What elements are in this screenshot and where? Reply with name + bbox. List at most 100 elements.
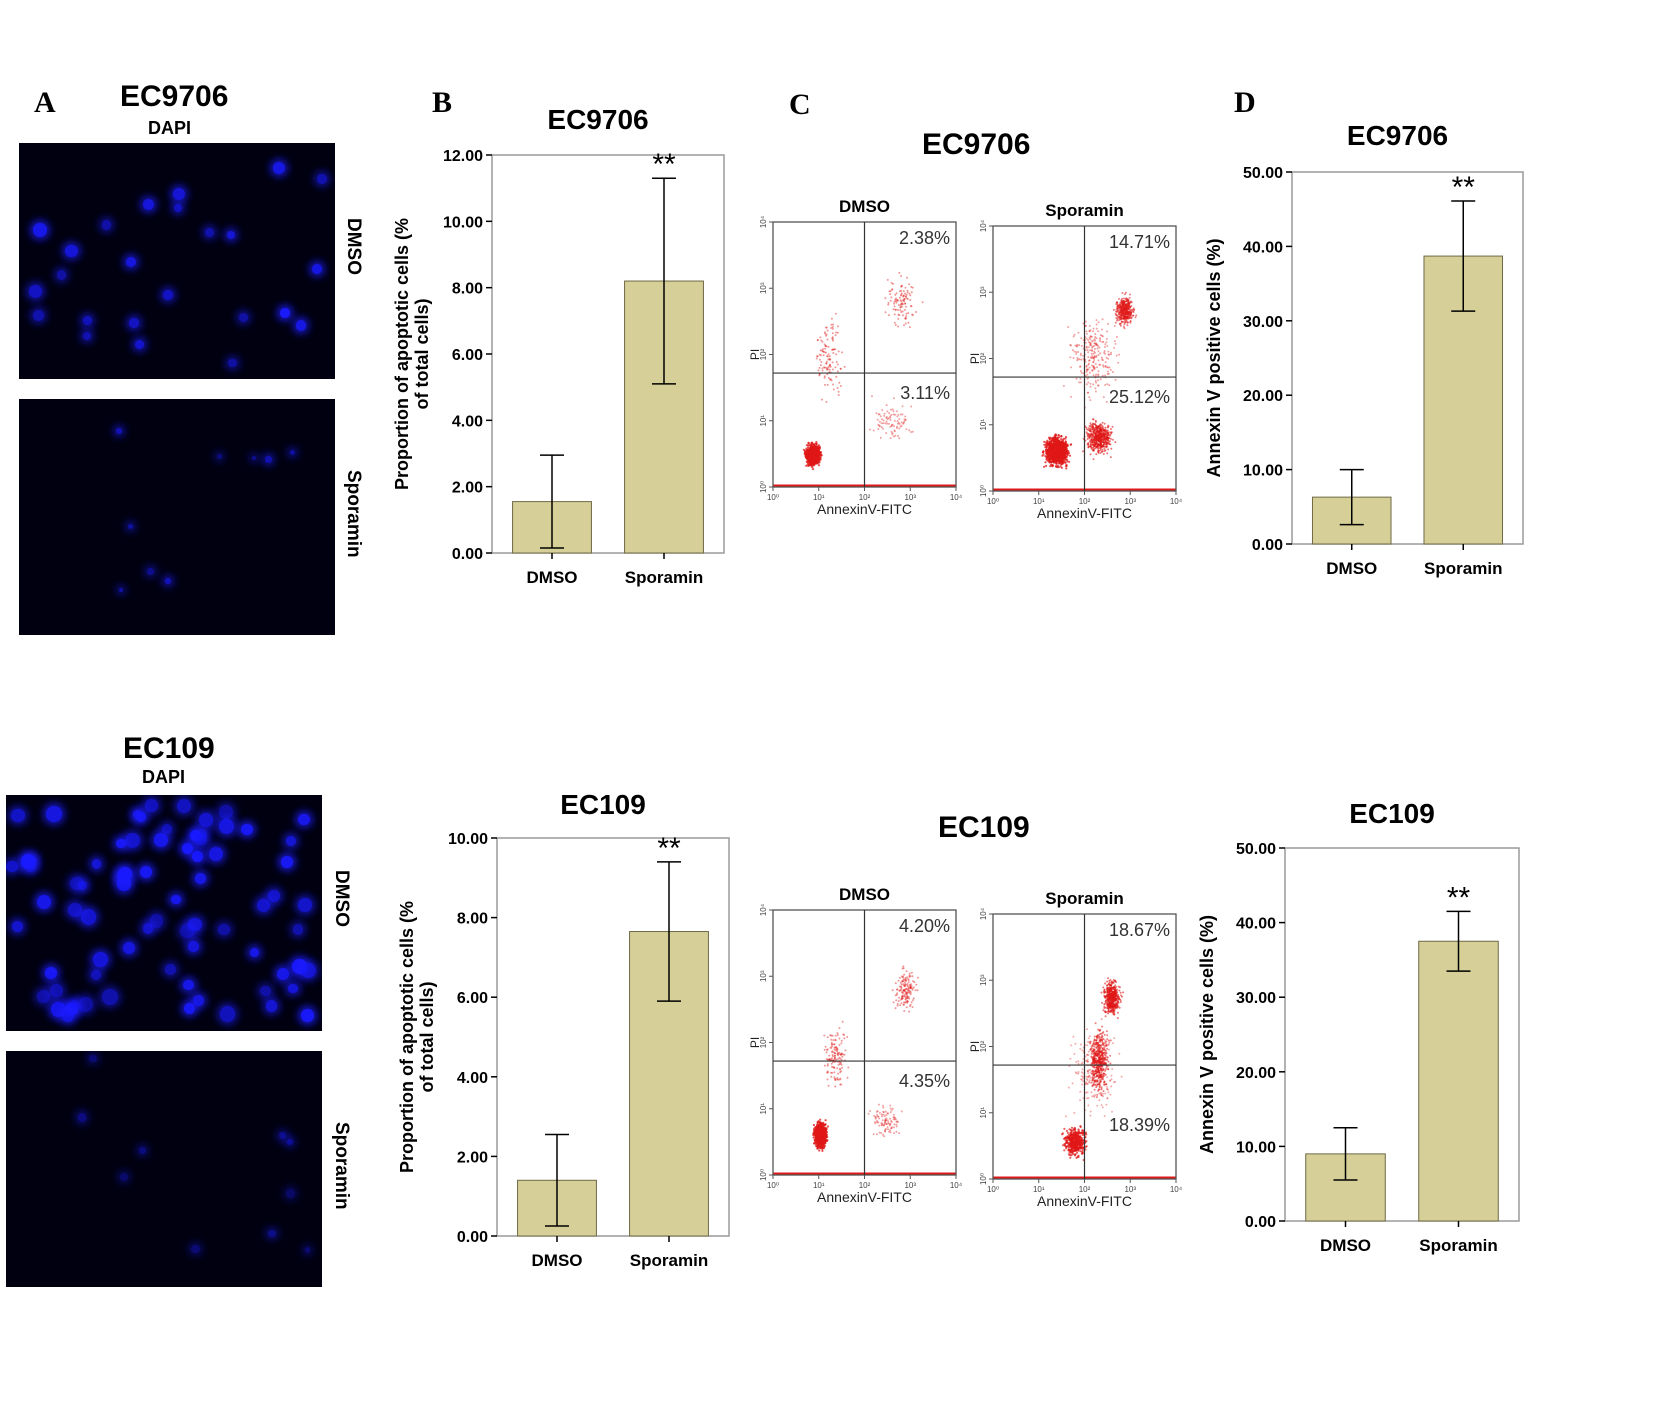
dot-cloud (812, 965, 919, 1152)
plot-frame (1284, 847, 1520, 1222)
chart-c-title-ec9706: EC9706 (922, 128, 1031, 161)
y-tick-label: 0.00 (457, 1229, 488, 1246)
nucleus (69, 1000, 80, 1011)
y-tick-label: 10.00 (443, 214, 483, 231)
y-tick-label: 10² (979, 1040, 988, 1052)
nucleus (68, 902, 83, 917)
x-tick-label: 10⁰ (987, 1185, 999, 1194)
nucleus (183, 1003, 195, 1015)
nucleus (272, 161, 286, 174)
y-axis-label: Proportion of apoptotic cells (%of total… (397, 901, 437, 1173)
x-tick-label: 10⁰ (767, 493, 779, 502)
nucleus (139, 1146, 147, 1154)
nucleus (142, 198, 155, 211)
chart-d-ec9706: EC9706 0.00 10.00 20.00 30.00 40.00 50.00 Annex… (1204, 120, 1524, 578)
y-tick-label: 50.00 (1243, 165, 1283, 182)
y-axis-label: PI (968, 1041, 982, 1052)
y-tick-label: 4.00 (457, 1070, 488, 1087)
x-tick-label: 10² (859, 1181, 871, 1190)
nucleus (260, 985, 271, 997)
x-tick-label: DMSO (1320, 1236, 1371, 1255)
nucleus (280, 308, 291, 318)
dapi-title-ec109: EC109 (123, 732, 215, 765)
dapi-image-ec9706-sporamin (19, 399, 335, 635)
plot-condition: Sporamin (1045, 201, 1123, 220)
nucleus (288, 983, 298, 994)
panel-letter-a: A (34, 86, 56, 119)
y-tick-label: 4.00 (452, 413, 483, 430)
nucleus (116, 427, 123, 434)
quadrant-lower-right-value: 3.11% (900, 383, 950, 403)
y-axis-label: PI (748, 1037, 762, 1048)
nucleus (33, 222, 47, 237)
nucleus (177, 799, 192, 814)
y-axis-label: PI (968, 353, 982, 364)
nucleus (115, 838, 126, 849)
nucleus (266, 1000, 278, 1012)
nucleus (217, 454, 223, 460)
nucleus (101, 220, 112, 230)
quadrant-upper-right-value: 2.38% (899, 228, 950, 248)
nucleus (171, 894, 181, 905)
nucleus (128, 523, 134, 529)
y-tick-label: 0.00 (452, 546, 483, 563)
quadrant-upper-right-value: 14.71% (1109, 232, 1170, 252)
y-tick-label: 0.00 (1245, 1214, 1276, 1231)
panel-letter-d: D (1234, 86, 1256, 119)
nucleus (140, 866, 153, 879)
y-tick-label: 6.00 (457, 990, 488, 1007)
nucleus (296, 320, 307, 331)
nucleus (29, 285, 43, 299)
y-tick-label: 10⁴ (759, 903, 768, 916)
nucleus (181, 843, 194, 855)
nucleus (33, 309, 44, 321)
nucleus (191, 850, 203, 863)
y-axis-label: Proportion of apoptotic cells (%of total… (392, 218, 432, 490)
quadrant-lower-right-value: 25.12% (1109, 387, 1170, 407)
plot-condition: DMSO (839, 885, 890, 904)
significance-marker: ** (1447, 881, 1471, 914)
nucleus (264, 455, 272, 463)
nucleus (36, 989, 50, 1004)
nucleus (89, 1054, 97, 1063)
nucleus (226, 231, 235, 240)
nucleus (172, 187, 185, 200)
plot-frame (496, 837, 730, 1237)
nucleus (83, 316, 92, 325)
x-tick-label: Sporamin (630, 1251, 708, 1270)
nucleus (83, 332, 92, 341)
chart-title: EC109 (560, 789, 646, 820)
nucleus (286, 836, 297, 847)
nucleus (268, 889, 280, 902)
dapi-label-sporamin: Sporamin (331, 1122, 352, 1210)
x-tick-label: 10¹ (813, 1181, 825, 1190)
y-tick-label: 20.00 (1243, 388, 1283, 405)
nucleus (125, 257, 136, 268)
y-tick-label: 0.00 (1252, 537, 1283, 554)
nucleus (278, 1131, 287, 1140)
nucleus (281, 856, 293, 868)
plot-condition: DMSO (839, 197, 890, 216)
y-tick-label: 50.00 (1236, 841, 1276, 858)
x-tick-label: 10¹ (813, 493, 825, 502)
y-tick-label: 10² (979, 352, 988, 364)
y-tick-label: 10⁰ (979, 485, 988, 497)
x-tick-label: 10¹ (1033, 497, 1045, 506)
nucleus (134, 340, 144, 350)
y-tick-label: 10⁴ (759, 215, 768, 228)
y-tick-label: 10¹ (979, 1107, 988, 1119)
nucleus (301, 963, 316, 978)
y-tick-label: 10³ (759, 282, 768, 294)
y-tick-label: 10.00 (1243, 463, 1283, 480)
quadrant-upper-right-value: 18.67% (1109, 920, 1170, 940)
nucleus (145, 799, 158, 812)
nucleus (297, 897, 313, 913)
nucleus (218, 805, 233, 820)
y-tick-label: 2.00 (457, 1149, 488, 1166)
nucleus (188, 941, 199, 952)
y-tick-label: 10.00 (448, 831, 488, 848)
nucleus (165, 964, 177, 976)
y-tick-label: 40.00 (1236, 916, 1276, 933)
nucleus (195, 832, 208, 846)
nucleus (250, 947, 260, 957)
